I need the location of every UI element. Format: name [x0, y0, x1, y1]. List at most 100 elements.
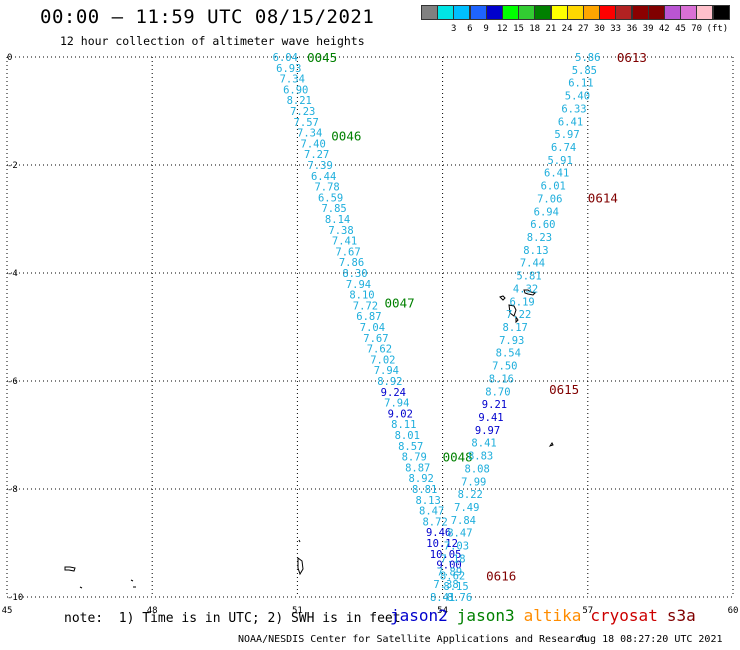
- swh-value-label: 7.44: [520, 258, 545, 270]
- swh-value-label: 8.13: [523, 245, 548, 257]
- swh-value-label: 6.04: [273, 52, 298, 64]
- pass-time-label: 0047: [385, 296, 415, 311]
- swh-value-label: 7.84: [451, 515, 476, 527]
- swh-value-label: 7.99: [461, 476, 486, 488]
- timestamp-text: Aug 18 08:27:20 UTC 2021: [578, 634, 723, 645]
- swh-value-label: 8.14: [325, 214, 350, 226]
- swh-value-label: 8.47: [419, 506, 444, 518]
- pass-time-label: 0616: [486, 568, 516, 583]
- chart-subtitle: 12 hour collection of altimeter wave hei…: [60, 34, 365, 48]
- swh-value-label: 9.46: [426, 527, 451, 539]
- swh-value-label: 7.23: [290, 106, 315, 118]
- swh-value-label: 7.34: [297, 128, 322, 140]
- swh-value-label: 7.78: [314, 182, 339, 194]
- legend-unit: (ft): [706, 24, 729, 34]
- satellite-legend-item: jason3: [456, 606, 515, 625]
- swh-value-label: 7.67: [363, 333, 388, 345]
- swh-value-label: 8.87: [405, 462, 430, 474]
- swh-value-label: 7.94: [374, 365, 399, 377]
- swh-value-label: 7.67: [335, 246, 360, 258]
- swh-value-label: 8.41: [430, 592, 455, 604]
- swh-value-label: 5.40: [565, 91, 590, 103]
- swh-value-label: 7.57: [294, 117, 319, 129]
- swh-value-label: 7.02: [370, 354, 395, 366]
- swh-value-label: 9.97: [475, 425, 500, 437]
- x-tick-label: 48: [147, 606, 158, 616]
- swh-value-label: 8.21: [287, 95, 312, 107]
- swh-value-label: 6.90: [283, 84, 308, 96]
- swh-value-label: 6.87: [356, 311, 381, 323]
- swh-value-label: 8.62: [440, 570, 465, 582]
- legend-tick-label: 12: [496, 24, 508, 34]
- swh-value-label: 8.11: [391, 419, 416, 431]
- swh-value-label: 6.01: [541, 181, 566, 193]
- satellite-legend-item: altika: [523, 606, 582, 625]
- swh-value-label: 6.33: [561, 103, 586, 115]
- swh-value-label: 8.79: [402, 452, 427, 464]
- swh-value-label: 9.41: [478, 412, 503, 424]
- pass-time-label: 0614: [588, 190, 618, 205]
- satellite-legend-item: s3a: [666, 606, 696, 625]
- swh-value-label: 8.54: [496, 348, 521, 360]
- swh-value-label: 8.13: [416, 495, 441, 507]
- swh-value-label: 6.93: [276, 63, 301, 75]
- swh-value-label: 7.89: [437, 566, 462, 578]
- legend-tick-label: 3: [450, 24, 457, 34]
- legend-tick-label: 33: [610, 24, 622, 34]
- swh-value-label: 8.08: [465, 463, 490, 475]
- swh-value-label: 8.57: [398, 441, 423, 453]
- swh-value-label: 6.19: [509, 296, 534, 308]
- swh-value-label: 8.17: [503, 322, 528, 334]
- swh-value-label: 7.49: [454, 502, 479, 514]
- swh-value-label: 6.60: [530, 219, 555, 231]
- swh-value-label: 8.15: [443, 581, 468, 593]
- legend-tick-label: 30: [594, 24, 605, 34]
- swh-value-label: 5.91: [547, 155, 572, 167]
- swh-value-label: 7.38: [328, 225, 353, 237]
- swh-value-label: 8.76: [447, 592, 472, 604]
- swh-value-label: 5.85: [572, 65, 597, 77]
- legend-tick-label: 39: [642, 24, 654, 34]
- swh-value-label: 10.12: [426, 538, 458, 550]
- swh-value-label: 9.21: [482, 399, 507, 411]
- swh-value-label: 6.74: [551, 142, 576, 154]
- swh-value-label: 7.04: [360, 322, 385, 334]
- swh-value-label: 5.97: [554, 129, 579, 141]
- legend-tick-label: 42: [658, 24, 670, 34]
- pass-time-label: 0615: [549, 382, 579, 397]
- axis-tick-labels: 45 48 51 54 57 60 0 -2 -4 -6 -8 -10: [2, 53, 739, 616]
- legend-tick-label: 6: [467, 24, 473, 34]
- coastline-islands: [64, 289, 554, 589]
- swh-value-label: 9.02: [388, 408, 413, 420]
- swh-value-label: 7.50: [492, 361, 517, 373]
- swh-value-label: 7.94: [346, 279, 371, 291]
- pass-time-label: 0045: [307, 50, 337, 65]
- swh-value-label: 7.03: [444, 541, 469, 553]
- y-tick-label: -10: [7, 593, 23, 603]
- x-tick-label: 60: [728, 606, 739, 616]
- swh-value-label: 7.86: [339, 257, 364, 269]
- swh-value-label: 8.22: [458, 489, 483, 501]
- swh-value-label: 8.10: [349, 290, 374, 302]
- legend-tick-label: 18: [529, 24, 541, 34]
- swh-value-label: 8.92: [409, 473, 434, 485]
- legend-tick-label: 45: [675, 24, 686, 34]
- x-tick-label: 45: [2, 606, 13, 616]
- swh-value-label: 7.72: [353, 300, 378, 312]
- note-text: note: 1) Time is in UTC; 2) SWH is in fe…: [64, 611, 401, 626]
- swh-value-label: 6.11: [568, 78, 593, 90]
- legend-tick-label: 21: [545, 24, 557, 34]
- swh-value-label: 6.59: [318, 192, 343, 204]
- swh-value-label: 7.38: [433, 579, 458, 591]
- swh-value-label: 7.27: [304, 149, 329, 161]
- swh-value-label: 7.41: [332, 236, 357, 248]
- legend-tick-label: 27: [577, 24, 589, 34]
- x-tick-label: 51: [292, 606, 303, 616]
- swh-value-label: 7.39: [307, 160, 332, 172]
- swh-value-label: 8.16: [489, 373, 514, 385]
- legend-tick-label: 9: [483, 24, 489, 34]
- swh-value-label: 8.92: [377, 376, 402, 388]
- y-tick-label: -4: [7, 269, 18, 279]
- swh-value-label: 6.41: [558, 116, 583, 128]
- credit-text: NOAA/NESDIS Center for Satellite Applica…: [238, 634, 588, 645]
